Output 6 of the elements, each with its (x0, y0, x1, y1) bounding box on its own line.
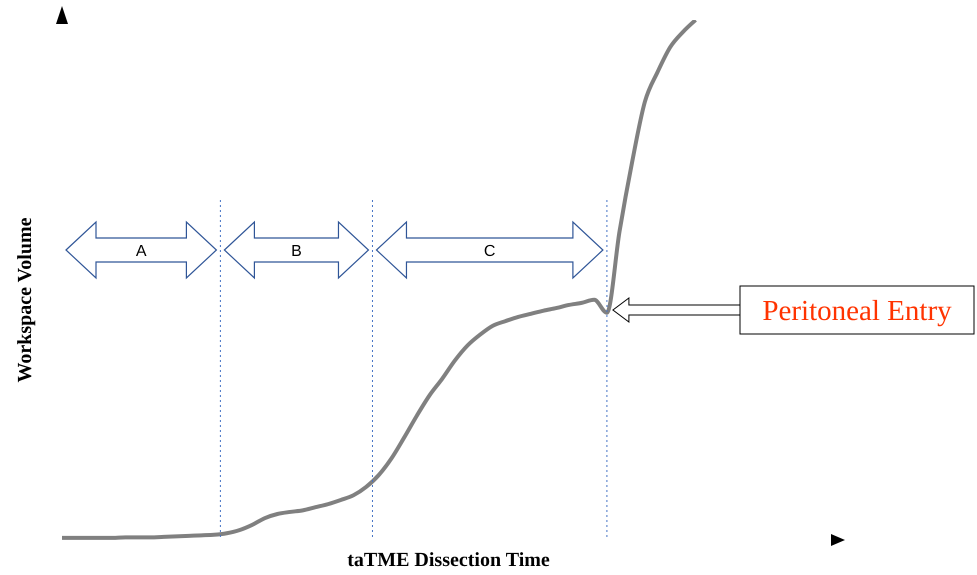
annotation: B (291, 243, 302, 260)
annotation: C (484, 243, 496, 260)
annotation: A (136, 243, 147, 260)
annotation: Peritoneal Entry (762, 295, 952, 327)
y-axis-title: Workspace Volume (14, 217, 36, 383)
x-axis-title: taTME Dissection Time (347, 549, 550, 571)
